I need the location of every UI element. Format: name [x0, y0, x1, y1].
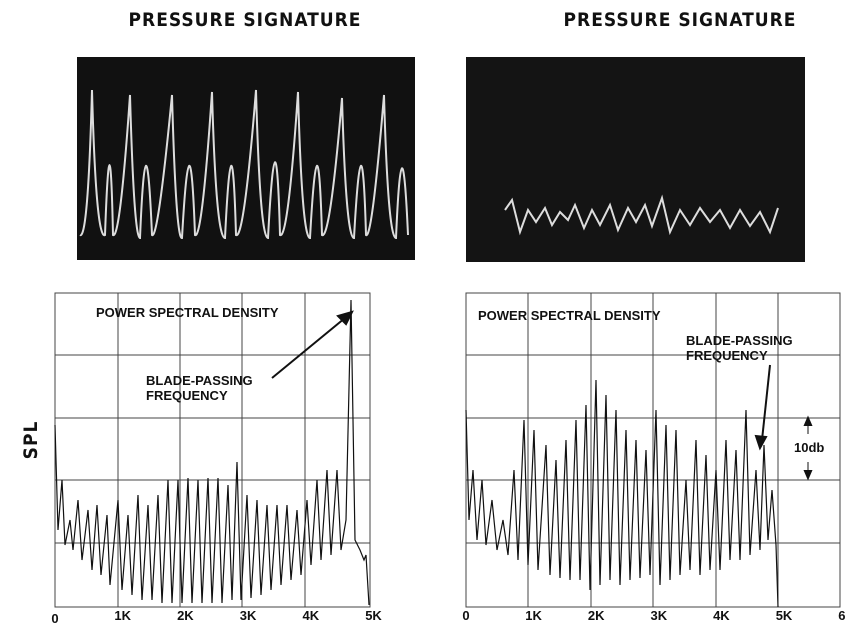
oscilloscope-trace	[77, 57, 415, 260]
annotation: BLADE-PASSING	[686, 333, 793, 348]
x-tick-label: 3K	[650, 608, 667, 623]
annotation: FREQUENCY	[686, 348, 768, 363]
x-tick-label: 1K	[525, 608, 542, 623]
x-tick-label: 2K	[588, 608, 605, 623]
figure: PRESSURE SIGNATURE PRESSURE SIGNATURE PO…	[0, 0, 846, 627]
spectrum-trace	[55, 300, 369, 605]
y-axis-label: SPL	[20, 421, 42, 460]
x-tick-label: 4K	[302, 608, 319, 623]
x-tick-label: 5K	[776, 608, 793, 623]
spectrum-trace	[466, 380, 778, 607]
annotation: BLADE-PASSING	[146, 373, 253, 388]
x-tick-label: 4K	[713, 608, 730, 623]
x-tick-label: 6K	[838, 608, 846, 623]
annotation: FREQUENCY	[146, 388, 228, 403]
panel-title: PRESSURE SIGNATURE	[564, 9, 797, 31]
scale-label: 10db	[794, 440, 824, 455]
x-tick-label: 0	[462, 608, 469, 623]
x-tick-label: 0	[51, 611, 58, 626]
x-tick-label: 1K	[114, 608, 131, 623]
spectrum-title: POWER SPECTRAL DENSITY	[96, 305, 279, 320]
spectrum-title: POWER SPECTRAL DENSITY	[478, 308, 661, 323]
x-tick-label: 2K	[177, 608, 194, 623]
oscilloscope-trace	[466, 57, 805, 262]
x-tick-label: 3K	[240, 608, 257, 623]
x-tick-label: 5K	[365, 608, 382, 623]
panel-title: PRESSURE SIGNATURE	[129, 9, 362, 31]
